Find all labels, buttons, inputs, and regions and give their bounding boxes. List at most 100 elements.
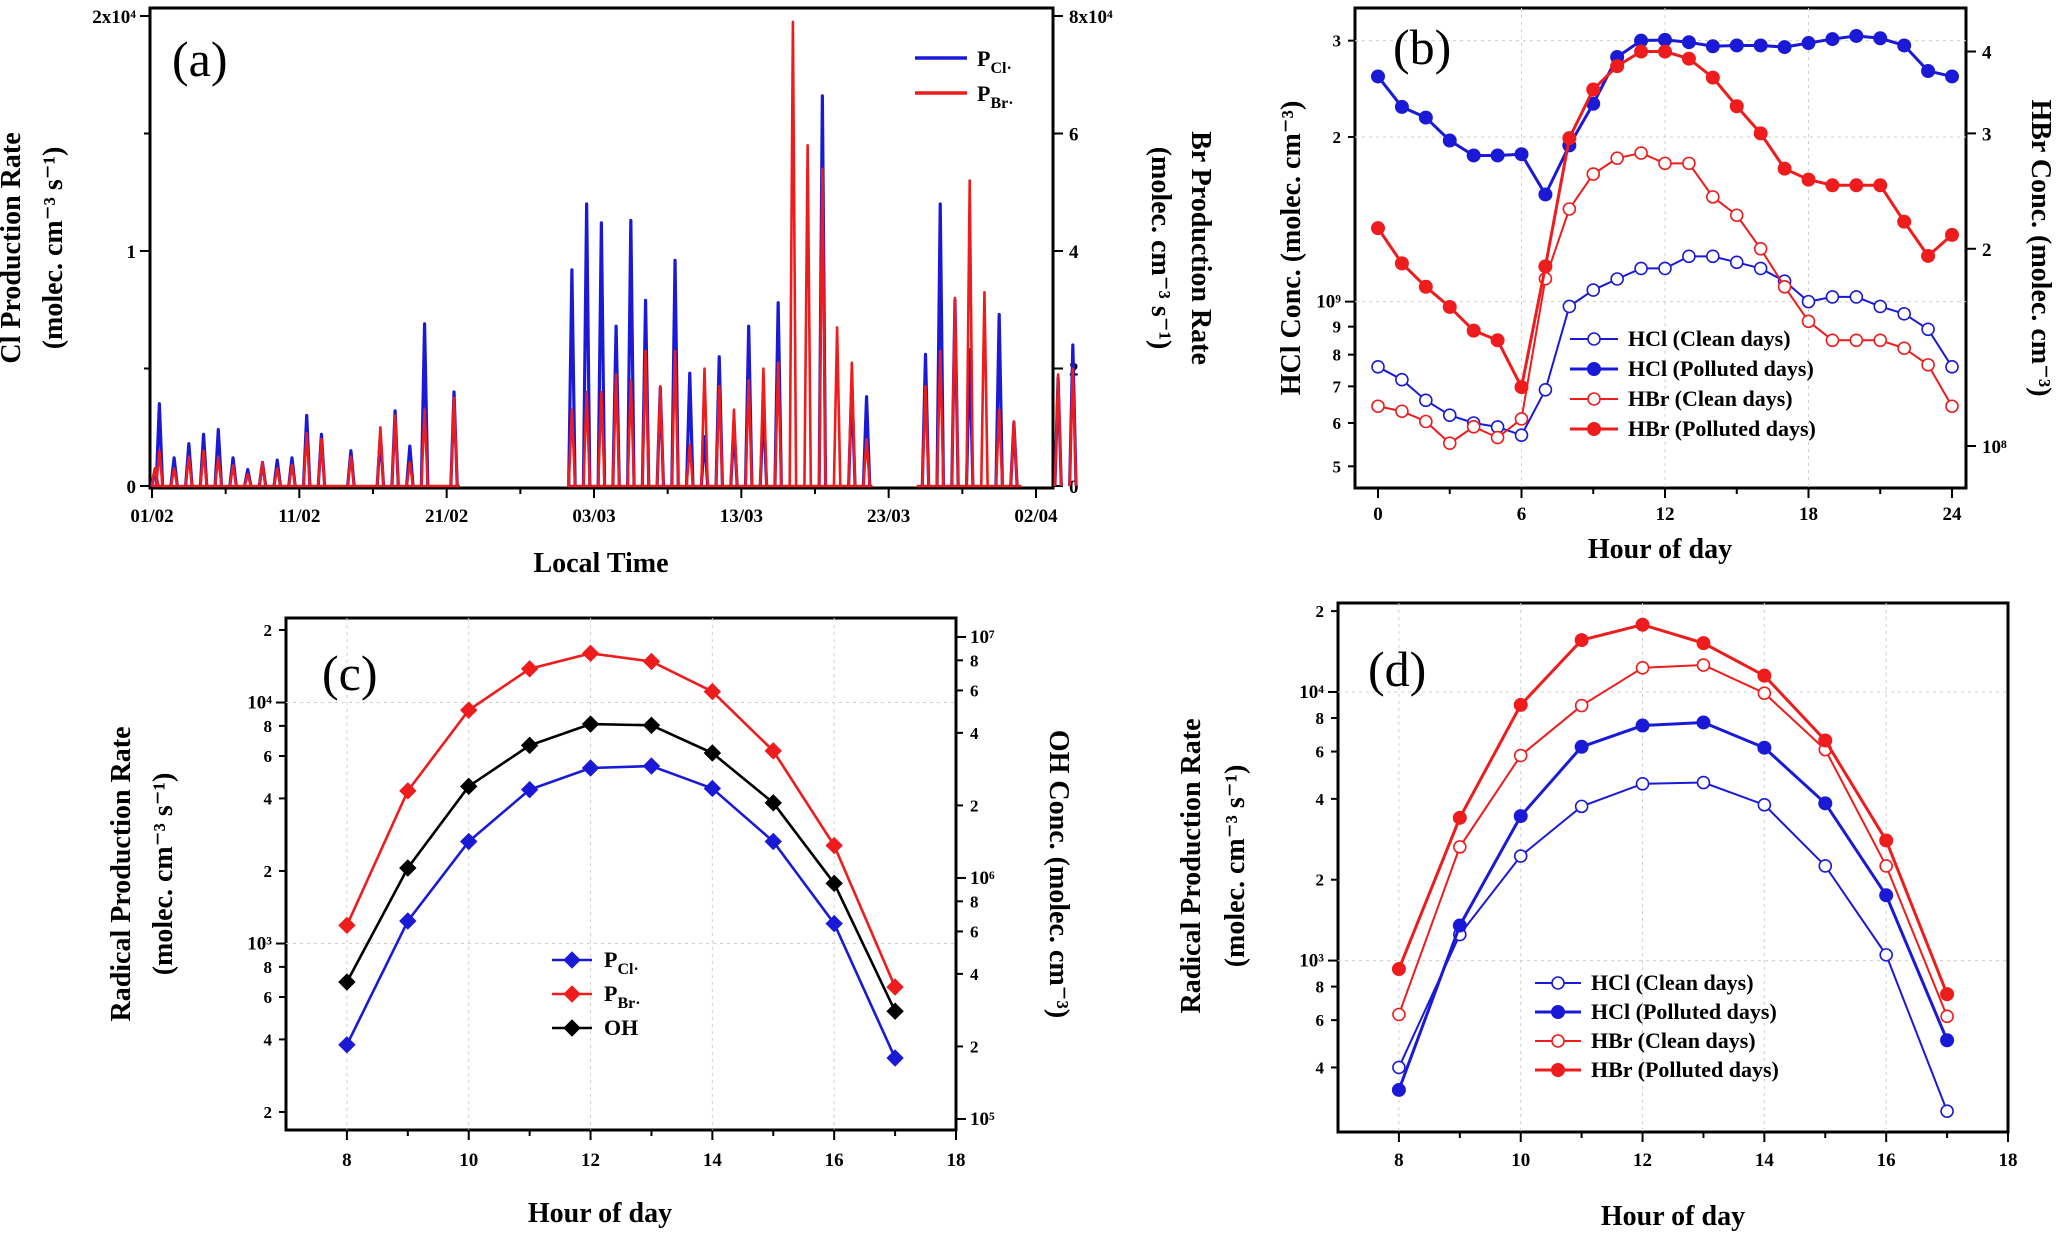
data-point-hbr-clean-days <box>1466 419 1481 434</box>
x-tick-label: 12 <box>1633 1150 1652 1171</box>
data-point-hbr-polluted-days <box>1945 227 1959 242</box>
data-point-hbr-clean-days <box>1395 404 1409 419</box>
data-point-hcl-polluted-days <box>1879 888 1894 903</box>
data-point-hcl-polluted-days <box>1538 187 1553 202</box>
data-point-hcl-polluted-days <box>1921 64 1936 79</box>
y-left-tick-label: 10⁹ <box>1316 292 1341 313</box>
data-point-hcl-clean-days <box>1610 272 1624 286</box>
data-point-hcl-clean-days <box>1562 299 1577 314</box>
series-line-p-cl <box>345 764 897 1059</box>
data-point-p-br <box>764 742 782 760</box>
data-point-hbr-polluted-days <box>1897 214 1912 229</box>
data-point-hbr-polluted-days <box>1610 59 1625 74</box>
y-tick-label: 8 <box>1316 978 1325 997</box>
panel-a-plot-area: 01/02 11/02 21/02 03/03 13/03 23/03 02/04 0 1 2x1… <box>92 7 1113 527</box>
y-left-tick-label: 2 <box>264 1103 273 1122</box>
y-right-tick-label: 4 <box>1982 43 1992 64</box>
data-point-hcl-polluted-days <box>1945 69 1959 84</box>
y-left-tick-label: 2 <box>1333 128 1342 147</box>
x-tick-label: 16 <box>1877 1150 1896 1171</box>
y-right-tick-label: 8x10⁴ <box>1069 7 1113 28</box>
data-point-hbr-polluted-days <box>1825 178 1840 193</box>
panel-d-label: (d) <box>1368 641 1426 697</box>
data-point-hbr-clean-days <box>1392 1007 1406 1022</box>
data-point-hcl-clean-days <box>1801 294 1816 309</box>
data-point-hbr-clean-days <box>1897 341 1911 356</box>
y-right-tick-label: 10⁶ <box>970 868 995 889</box>
data-point-hcl-clean-days <box>1757 798 1772 812</box>
data-point-hbr-polluted-days <box>1394 256 1409 271</box>
data-point-hbr-clean-days <box>1945 399 1959 414</box>
y-left-tick-label: 4 <box>264 1030 273 1049</box>
data-point-hbr-clean-days <box>1777 279 1792 294</box>
data-point-hcl-polluted-days <box>1391 1082 1406 1097</box>
panel-b: 0 6 12 18 24 5 6 7 8 9 10⁹ 2 3 10⁸ 2 3 4 HCl (Clean days)… <box>1276 6 2056 565</box>
data-point-hbr-clean-days <box>1371 399 1385 414</box>
data-point-hcl-clean-days <box>1696 775 1711 790</box>
legend-marker <box>1551 1034 1565 1048</box>
panel-b-x-title: Hour of day <box>1588 534 1732 565</box>
y-tick-label: 8 <box>1316 709 1325 728</box>
data-point-hcl-clean-days <box>1879 948 1893 962</box>
legend-marker <box>1551 976 1565 990</box>
x-tick-label: 18 <box>1799 504 1818 525</box>
data-point-hbr-clean-days <box>1634 146 1648 160</box>
legend-label: HBr (Polluted days) <box>1591 1057 1779 1082</box>
y-right-tick-label: 4 <box>970 965 979 984</box>
data-point-hbr-polluted-days <box>1513 697 1528 712</box>
series-line-hcl-polluted-days <box>1397 720 1949 1091</box>
y-left-tick-label: 9 <box>1333 318 1342 337</box>
data-point-hbr-clean-days <box>1940 1009 1954 1024</box>
data-point-p-br <box>825 836 843 855</box>
data-point-p-br <box>460 701 478 719</box>
data-point-hbr-polluted-days <box>1391 962 1406 977</box>
x-tick-label: 0 <box>1373 504 1383 525</box>
data-point-oh <box>399 859 417 877</box>
legend-marker <box>1587 392 1601 406</box>
panel-a-frame <box>148 6 1055 490</box>
y-left-tick-label: 10³ <box>247 934 272 955</box>
data-point-hcl-polluted-days <box>1818 796 1833 811</box>
legend-label: PBr· <box>604 981 641 1012</box>
legend-label: HCl (Clean days) <box>1591 970 1754 995</box>
x-tick-label: 23/03 <box>867 506 910 527</box>
x-tick-label: 18 <box>947 1150 966 1171</box>
data-point-hcl-clean-days <box>1897 307 1911 321</box>
y-tick-label: 6 <box>1316 1011 1325 1030</box>
data-point-hcl-polluted-days <box>1849 28 1864 43</box>
series-line-hcl-clean-days <box>1397 781 1949 1112</box>
data-point-p-cl <box>581 759 600 777</box>
data-point-oh <box>825 874 843 893</box>
y-right-tick-label: 6 <box>970 922 979 941</box>
data-point-hbr-polluted-days <box>1635 617 1650 632</box>
y-left-tick-label: 8 <box>264 717 273 736</box>
legend-label-p-cl: PCl· <box>977 46 1012 77</box>
data-point-hcl-clean-days <box>1395 372 1409 387</box>
data-point-hbr-clean-days <box>1453 840 1467 854</box>
x-tick-label: 03/03 <box>572 506 615 527</box>
data-point-hbr-polluted-days <box>1940 987 1955 1002</box>
legend-label: HCl (Polluted days) <box>1591 999 1777 1024</box>
y-left-tick-label: 4 <box>264 789 273 808</box>
data-point-hbr-clean-days <box>1635 661 1650 675</box>
y-left-tick-label: 7 <box>1333 377 1342 396</box>
data-point-hbr-clean-days <box>1801 314 1816 329</box>
y-right-tick-label: 4 <box>1069 242 1079 263</box>
panel-a-y-right-title-2: (molec. cm⁻³ s⁻¹) <box>1145 147 1176 350</box>
x-tick-label: 02/04 <box>1014 506 1058 527</box>
data-point-p-br <box>338 916 356 935</box>
data-point-hbr-polluted-days <box>1849 178 1864 193</box>
y-right-tick-label: 2 <box>970 796 979 815</box>
data-point-hcl-clean-days <box>1873 299 1888 314</box>
x-tick-label: 13/03 <box>720 506 763 527</box>
x-tick-label: 16 <box>825 1150 844 1171</box>
data-point-p-br <box>399 782 417 800</box>
data-point-hbr-polluted-days <box>1658 44 1672 59</box>
data-point-hcl-polluted-days <box>1801 36 1816 51</box>
legend-label: HCl (Clean days) <box>1628 326 1791 351</box>
data-point-hbr-polluted-days <box>1562 131 1577 146</box>
x-tick-label: 6 <box>1517 504 1527 525</box>
panel-b-label: (b) <box>1393 19 1451 75</box>
data-point-oh <box>703 744 722 762</box>
